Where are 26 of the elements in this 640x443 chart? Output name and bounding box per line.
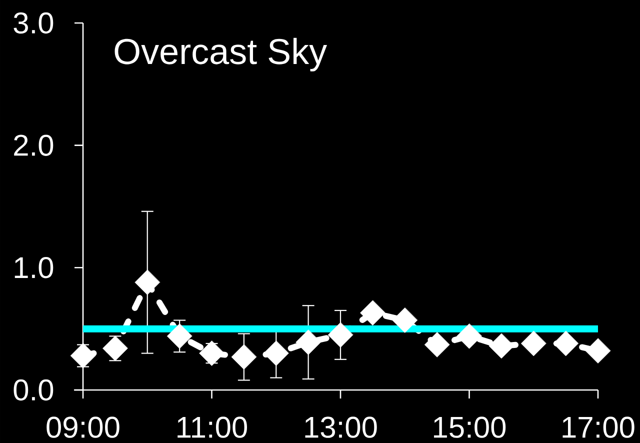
point <box>553 330 578 356</box>
point <box>70 343 96 368</box>
x-tick-label: 17:00 <box>562 416 634 438</box>
point <box>166 324 192 349</box>
point <box>520 330 546 356</box>
point <box>456 324 482 349</box>
point <box>360 300 386 326</box>
x-tick-label: 13:00 <box>305 416 377 438</box>
point <box>199 340 224 366</box>
x-tick-label: 11:00 <box>178 416 247 438</box>
point <box>424 332 450 358</box>
y-tick-label: 0.0 <box>14 379 54 401</box>
x-tick-label: 15:00 <box>434 416 506 438</box>
point <box>263 340 289 366</box>
x-tick-label: 09:00 <box>46 416 120 438</box>
y-tick-label: 3.0 <box>14 12 54 34</box>
point <box>296 330 321 355</box>
point <box>392 308 418 333</box>
point <box>585 338 611 364</box>
point <box>328 322 354 348</box>
point <box>102 336 128 362</box>
y-tick-label: 1.0 <box>14 257 54 278</box>
point <box>231 344 257 370</box>
y-tick-label: 2.0 <box>14 134 54 156</box>
chart-title: Overcast Sky <box>114 38 328 72</box>
point <box>134 270 160 295</box>
